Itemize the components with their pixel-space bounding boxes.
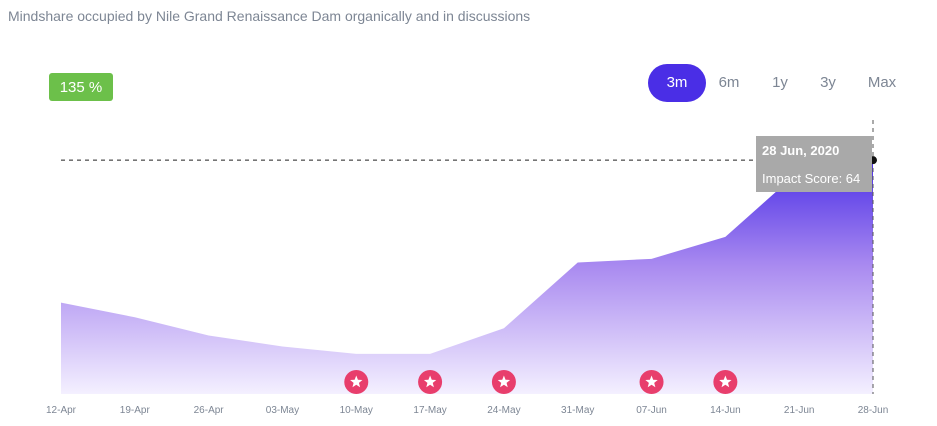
x-tick-label: 21-Jun xyxy=(784,405,815,416)
range-1y-button[interactable]: 1y xyxy=(772,74,788,91)
range-max-button[interactable]: Max xyxy=(867,74,897,91)
tooltip-impact-score: Impact Score: 64 xyxy=(762,171,861,186)
x-tick-label: 19-Apr xyxy=(120,405,151,416)
series-area xyxy=(61,160,873,394)
x-tick-label: 10-May xyxy=(340,405,373,416)
event-star-icon[interactable] xyxy=(491,370,516,394)
x-tick-label: 07-Jun xyxy=(636,405,667,416)
x-tick-label: 26-Apr xyxy=(194,405,225,416)
change-badge: 135 % xyxy=(49,73,113,101)
x-tick-label: 17-May xyxy=(413,405,446,416)
range-3y-button[interactable]: 3y xyxy=(820,74,836,91)
chart-subtitle: Mindshare occupied by Nile Grand Renaiss… xyxy=(8,8,531,24)
range-3m-button[interactable]: 3m xyxy=(648,64,706,102)
x-tick-label: 03-May xyxy=(266,405,299,416)
event-star-icon[interactable] xyxy=(418,370,443,394)
event-star-icon[interactable] xyxy=(344,370,369,394)
event-star-icon[interactable] xyxy=(639,370,664,394)
event-star-icon[interactable] xyxy=(713,370,738,394)
x-tick-label: 31-May xyxy=(561,405,594,416)
x-tick-label: 28-Jun xyxy=(858,405,889,416)
range-6m-button[interactable]: 6m xyxy=(718,74,740,91)
x-tick-label: 24-May xyxy=(487,405,520,416)
tooltip: 28 Jun, 2020 Impact Score: 64 xyxy=(756,136,872,192)
x-tick-label: 12-Apr xyxy=(46,405,77,416)
tooltip-date: 28 Jun, 2020 xyxy=(762,143,840,158)
x-tick-label: 14-Jun xyxy=(710,405,741,416)
